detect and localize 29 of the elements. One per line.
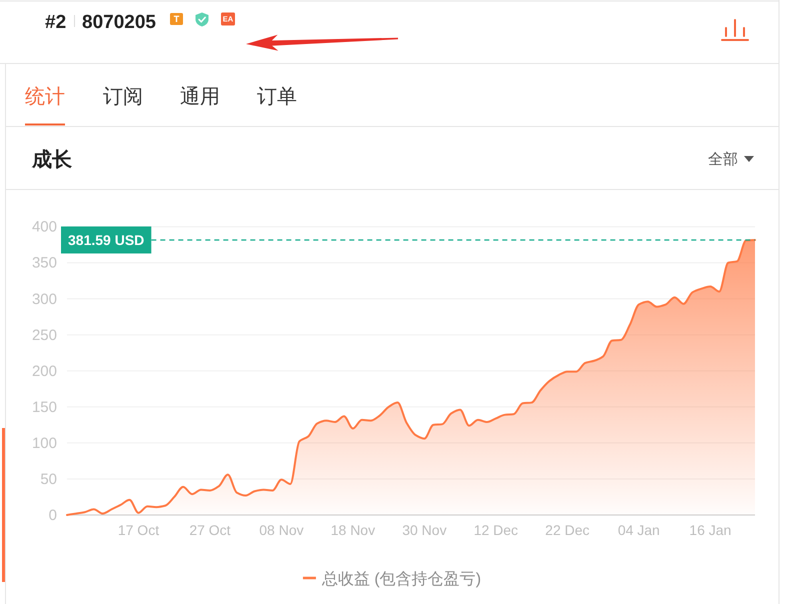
y-tick-label: 250 [32, 326, 57, 344]
x-tick-label: 08 Nov [259, 522, 304, 538]
y-tick-label: 100 [32, 434, 57, 452]
ref-line-label: 381.59 USD [68, 232, 144, 248]
x-tick-label: 17 Oct [118, 522, 160, 538]
text: #2 [45, 12, 66, 33]
y-tick-label: 400 [32, 218, 57, 236]
text: 通用 [180, 86, 220, 108]
text: 订单 [257, 86, 297, 108]
text: 全部 [708, 151, 738, 168]
y-tick-label: 350 [32, 254, 57, 272]
text: 订阅 [103, 86, 143, 108]
x-tick-label: 18 Nov [330, 522, 376, 538]
x-tick-label: 27 Oct [189, 522, 231, 538]
y-tick-label: 150 [32, 398, 57, 416]
x-tick-label: 22 Dec [545, 522, 590, 538]
x-tick-label: 16 Jan [689, 522, 732, 538]
x-tick-label: 04 Jan [618, 522, 660, 538]
legend: 总收益 (包含持仓盈亏) [302, 571, 482, 588]
text: T [174, 14, 180, 24]
y-tick-label: 200 [32, 362, 57, 380]
x-tick-label: 12 Dec [474, 522, 518, 538]
y-tick-label: 0 [48, 507, 57, 524]
text: 统计 [25, 86, 65, 108]
x-tick-label: 30 Nov [402, 522, 447, 538]
y-tick-label: 300 [32, 290, 57, 308]
text: 8070205 [82, 12, 156, 33]
chart-title: 成长 [31, 149, 73, 171]
y-tick-label: 50 [40, 470, 57, 488]
